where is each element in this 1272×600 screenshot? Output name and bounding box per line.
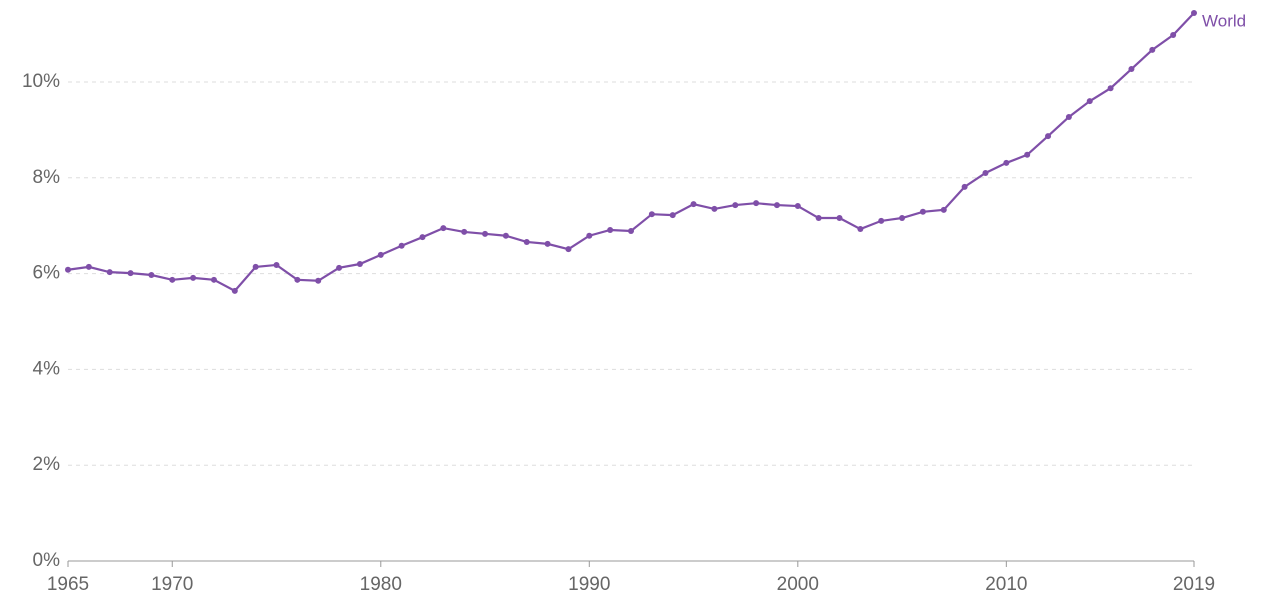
point: [773, 202, 780, 209]
point: [461, 228, 468, 235]
point: [85, 263, 92, 270]
point: [940, 206, 947, 213]
point: [252, 263, 259, 270]
y-tick-label: 2%: [33, 454, 61, 475]
point: [899, 215, 906, 222]
point: [398, 242, 405, 249]
point: [294, 276, 301, 283]
point: [231, 287, 238, 294]
point: [1128, 66, 1135, 73]
point: [544, 240, 551, 247]
y-tick-label: 8%: [33, 167, 61, 188]
point: [711, 205, 718, 212]
point: [419, 234, 426, 241]
point: [878, 217, 885, 224]
point: [190, 274, 197, 281]
point: [586, 232, 593, 239]
x-tick-label: 1990: [568, 574, 610, 595]
point: [127, 270, 134, 277]
point: [65, 266, 71, 273]
point: [502, 232, 509, 239]
point: [169, 276, 176, 283]
series-label: World: [1202, 11, 1246, 30]
point: [669, 212, 676, 219]
point: [210, 276, 217, 283]
x-tick-label: 1965: [47, 574, 89, 595]
point: [106, 269, 113, 276]
point: [377, 251, 384, 258]
point: [273, 261, 280, 268]
point: [857, 226, 864, 233]
y-tick-label: 4%: [33, 358, 61, 379]
point: [565, 246, 572, 253]
point: [1107, 85, 1114, 92]
point: [794, 203, 801, 210]
point: [607, 226, 614, 233]
point: [648, 211, 655, 218]
point: [1024, 151, 1031, 158]
point: [523, 238, 530, 245]
point: [815, 215, 822, 222]
point: [482, 230, 489, 237]
point: [1065, 113, 1072, 120]
point: [732, 202, 739, 209]
point: [440, 225, 447, 232]
point: [336, 264, 343, 271]
point: [982, 169, 989, 176]
y-tick-label: 6%: [33, 263, 61, 284]
point: [919, 208, 926, 215]
x-tick-label: 2010: [985, 574, 1027, 595]
x-tick-label: 2000: [777, 574, 819, 595]
point: [1191, 10, 1197, 16]
point: [1003, 159, 1010, 166]
y-tick-label: 10%: [22, 71, 60, 92]
point: [836, 215, 843, 222]
point: [148, 272, 155, 279]
point: [1086, 98, 1093, 105]
x-tick-label: 1980: [360, 574, 402, 595]
line: [67, 12, 1195, 293]
point: [315, 277, 322, 284]
point: [1149, 46, 1156, 53]
x-tick-label: 2019: [1173, 574, 1215, 595]
point: [1045, 133, 1052, 140]
point: [1170, 32, 1177, 39]
point: [753, 200, 760, 207]
point: [628, 227, 634, 234]
x-tick-label: 1970: [151, 574, 193, 595]
point: [961, 183, 968, 190]
point: [690, 201, 697, 208]
point: [356, 261, 363, 268]
y-tick-label: 0%: [33, 550, 61, 571]
